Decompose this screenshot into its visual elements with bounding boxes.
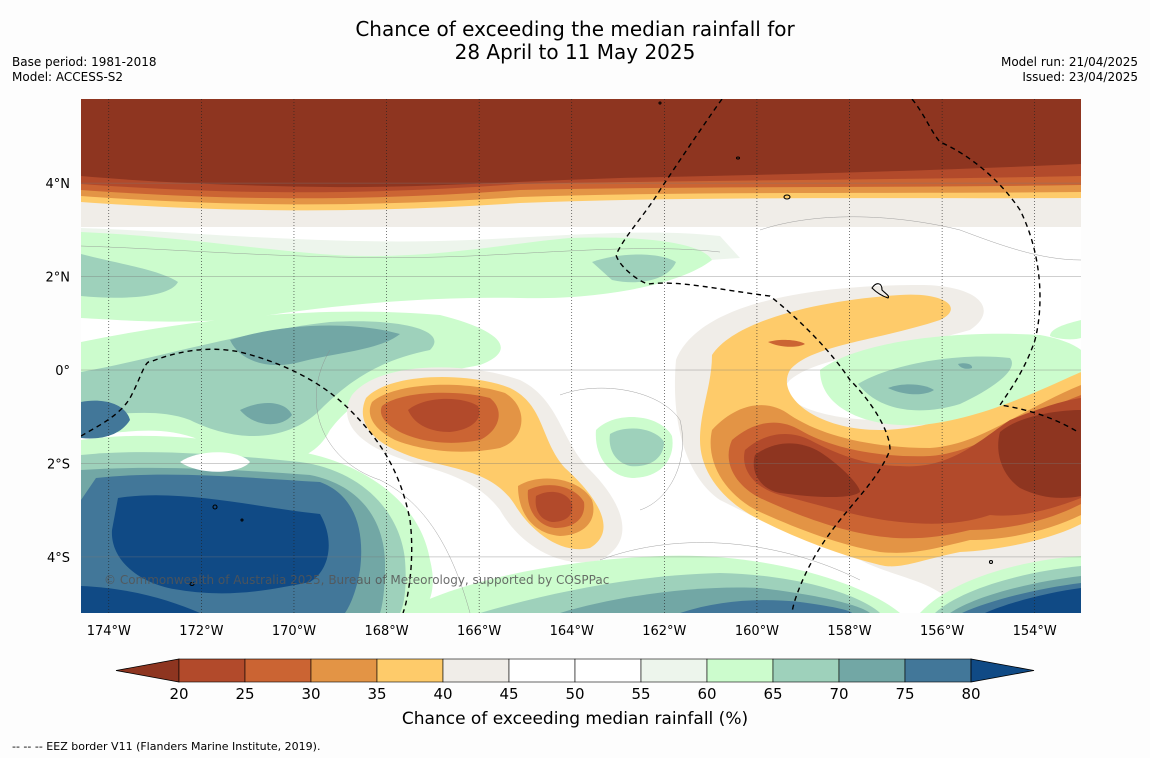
colorbar-segment-30-35 bbox=[310, 658, 378, 683]
contour-cg-65 bbox=[609, 428, 664, 467]
colorbar-segment-40-45 bbox=[442, 658, 510, 683]
colorbar-tick-label: 55 bbox=[631, 685, 650, 703]
longitude-tick-label: 162°W bbox=[642, 624, 686, 639]
contour-line-1 bbox=[81, 245, 721, 258]
contour-ne-60 bbox=[1050, 320, 1081, 340]
longitude-tick-label: 156°W bbox=[920, 624, 964, 639]
contour-c2-25 bbox=[535, 491, 573, 522]
longitude-tick-label: 174°W bbox=[87, 624, 131, 639]
island-jarvis bbox=[212, 504, 218, 510]
copyright-notice: © Commonwealth of Australia 2025, Bureau… bbox=[104, 573, 609, 587]
colorbar-segment-65-70 bbox=[772, 658, 840, 683]
meta-right: Model run: 21/04/2025 Issued: 23/04/2025 bbox=[1001, 55, 1138, 85]
contour-nw-65 bbox=[81, 254, 178, 298]
map-plot-area: © Commonwealth of Australia 2025, Bureau… bbox=[81, 99, 1081, 613]
island-small-5 bbox=[988, 559, 994, 565]
island-small-3 bbox=[735, 156, 741, 160]
colorbar-extend-low bbox=[115, 658, 180, 683]
island-kiritimati bbox=[871, 283, 890, 299]
eez-borders bbox=[81, 99, 1079, 613]
latitude-tick-label: 2°N bbox=[46, 271, 71, 286]
island-small-4 bbox=[658, 101, 662, 105]
islands bbox=[189, 101, 994, 587]
colorbar-segment-35-40 bbox=[376, 658, 444, 683]
contour-eg-70 bbox=[888, 384, 934, 395]
colorbar-segment-60-65 bbox=[706, 658, 774, 683]
latitude-labels: 4°N 2°N 0° 2°S 4°S bbox=[46, 177, 71, 566]
contour-wedge-75 bbox=[81, 400, 130, 439]
colorbar-tick-label: 40 bbox=[433, 685, 452, 703]
contour-nw-65b bbox=[592, 254, 676, 283]
colorbar-tick-label: 45 bbox=[499, 685, 518, 703]
longitude-tick-label: 158°W bbox=[827, 624, 871, 639]
colorbar-segment-20-25 bbox=[178, 658, 246, 683]
colorbar-extend-high bbox=[970, 658, 1035, 683]
colorbar: 20 25 30 35 40 45 50 55 60 65 70 75 80 bbox=[115, 658, 1035, 703]
longitude-tick-label: 164°W bbox=[550, 624, 594, 639]
contour-north-below-20 bbox=[81, 99, 1081, 188]
colorbar-tick-label: 70 bbox=[829, 685, 848, 703]
colorbar-segment-70-75 bbox=[838, 658, 906, 683]
contour-w-70b bbox=[240, 403, 292, 425]
issued-date: Issued: 23/04/2025 bbox=[1022, 70, 1138, 84]
latitude-tick-label: 2°S bbox=[47, 457, 70, 472]
longitude-tick-label: 172°W bbox=[179, 624, 223, 639]
latitude-tick-label: 0° bbox=[55, 364, 70, 379]
colorbar-tick-label: 65 bbox=[763, 685, 782, 703]
contour-s-75 bbox=[680, 600, 852, 613]
latitude-tick-label: 4°N bbox=[46, 177, 71, 192]
longitude-tick-label: 154°W bbox=[1013, 624, 1057, 639]
colorbar-tick-label: 35 bbox=[367, 685, 386, 703]
longitude-tick-label: 170°W bbox=[272, 624, 316, 639]
longitude-tick-label: 166°W bbox=[457, 624, 501, 639]
colorbar-segment-45-50 bbox=[508, 658, 576, 683]
colorbar-tick-label: 50 bbox=[565, 685, 584, 703]
colorbar-title: Chance of exceeding median rainfall (%) bbox=[401, 709, 749, 729]
contour-se-above-80 bbox=[985, 588, 1081, 613]
meta-left: Base period: 1981-2018 Model: ACCESS-S2 bbox=[12, 55, 157, 85]
contour-sw-above-80b bbox=[81, 586, 200, 613]
longitude-tick-label: 160°W bbox=[735, 624, 779, 639]
contour-w-70 bbox=[230, 325, 400, 366]
colorbar-tick-label: 20 bbox=[169, 685, 188, 703]
base-period: Base period: 1981-2018 bbox=[12, 55, 157, 69]
contour-sw-above-80 bbox=[111, 495, 329, 594]
contour-c-25 bbox=[408, 398, 480, 432]
colorbar-tick-label: 60 bbox=[697, 685, 716, 703]
eez-border-west bbox=[81, 348, 413, 613]
longitude-tick-label: 168°W bbox=[364, 624, 408, 639]
island-small-1 bbox=[240, 518, 244, 522]
contour-line-2 bbox=[316, 349, 471, 613]
contour-e-below-20a bbox=[753, 443, 860, 498]
colorbar-tick-label: 30 bbox=[301, 685, 320, 703]
latitude-tick-label: 4°S bbox=[47, 551, 70, 566]
title-line-2: 28 April to 11 May 2025 bbox=[454, 40, 696, 64]
colorbar-segment-75-80 bbox=[904, 658, 972, 683]
colorbar-segment-55-60 bbox=[640, 658, 708, 683]
contour-white-patch bbox=[180, 452, 250, 472]
model-name: Model: ACCESS-S2 bbox=[12, 70, 124, 84]
graticule bbox=[81, 99, 1081, 613]
longitude-labels: 174°W 172°W 170°W 168°W 166°W 164°W 162°W 160°W… bbox=[87, 624, 1057, 639]
island-palmyra bbox=[783, 194, 791, 200]
colorbar-segment-50-55 bbox=[574, 658, 642, 683]
colorbar-tick-label: 25 bbox=[235, 685, 254, 703]
eez-border-east bbox=[911, 99, 1079, 433]
colorbar-tick-label: 80 bbox=[961, 685, 980, 703]
island-small-2 bbox=[189, 581, 195, 587]
title-line-1: Chance of exceeding the median rainfall … bbox=[355, 17, 795, 41]
colorbar-segment-25-30 bbox=[244, 658, 312, 683]
contour-e-below-20b bbox=[998, 410, 1081, 498]
model-run: Model run: 21/04/2025 bbox=[1000, 55, 1138, 69]
colorbar-tick-label: 75 bbox=[895, 685, 914, 703]
footnote-eez: -- -- -- EEZ border V11 (Flanders Marine… bbox=[12, 740, 321, 753]
contour-lines bbox=[81, 216, 1081, 613]
contour-line-4 bbox=[759, 216, 1081, 261]
chart-title: Chance of exceeding the median rainfall … bbox=[0, 18, 1150, 64]
contour-line-5 bbox=[599, 542, 861, 581]
contour-eg-70b bbox=[958, 363, 973, 369]
contour-e-30-strip bbox=[768, 339, 805, 347]
eez-border-central bbox=[615, 99, 891, 613]
